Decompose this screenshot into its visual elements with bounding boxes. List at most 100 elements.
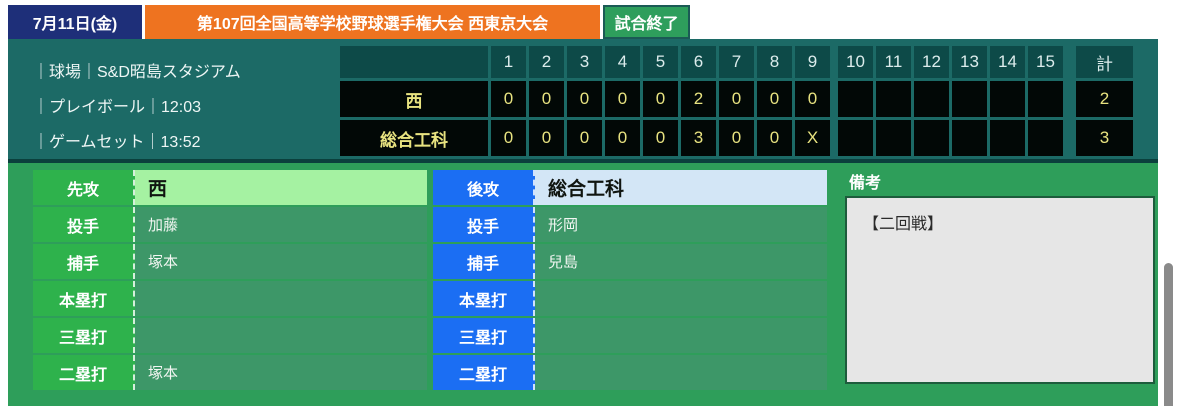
inning-header-cell: 10 (838, 46, 873, 78)
row-label: 投手 (33, 207, 135, 242)
inning-header-cell: 5 (643, 46, 678, 78)
inning-score-cell: 0 (719, 81, 754, 117)
inning-header-cell: 6 (681, 46, 716, 78)
inning-header-cell: 4 (605, 46, 640, 78)
inning-score-cell: 0 (567, 120, 602, 156)
scoreboard-gap (1063, 46, 1073, 78)
inning-scoreboard: 1 2 3 4 5 6 7 8 9 10 11 12 13 14 15 計西 0 0 0 0 0 2 0 0 0 2 総合工科 0 0 0… (340, 46, 1133, 159)
row-label: 本塁打 (33, 281, 135, 316)
inning-score-cell (838, 81, 873, 117)
inning-header-cell: 7 (719, 46, 754, 78)
inning-header-cell: 2 (529, 46, 564, 78)
inning-score-cell (952, 120, 987, 156)
game-info: ｜球場｜S&D昭島スタジアム ｜プレイボール｜12:03 ｜ゲームセット｜13:… (33, 52, 241, 157)
scoreboard-corner-cell (340, 46, 488, 78)
inning-score-cell: 2 (681, 81, 716, 117)
inning-score-cell: 0 (529, 81, 564, 117)
top-bar: 7月11日(金) 第107回全国高等学校野球選手権大会 西東京大会 試合終了 (8, 5, 690, 39)
inning-header-cell: 13 (952, 46, 987, 78)
scrollbar-thumb[interactable] (1164, 263, 1173, 406)
inning-score-cell: 0 (605, 120, 640, 156)
row-value (135, 281, 427, 316)
row-label: 三塁打 (33, 318, 135, 353)
row-label: 三塁打 (433, 318, 535, 353)
table-row: 捕手 塚本 (33, 244, 427, 279)
inning-score-cell: 0 (757, 81, 792, 117)
row-value: 塚本 (135, 355, 427, 390)
table-row: 三塁打 (433, 318, 827, 353)
row-label: 先攻 (33, 170, 135, 205)
scoreboard-gap (1063, 81, 1073, 117)
row-label: 二塁打 (33, 355, 135, 390)
inning-score-cell: 0 (643, 81, 678, 117)
table-row: 捕手 兒島 (433, 244, 827, 279)
team-name-value: 総合工科 (535, 170, 827, 205)
row-value (535, 355, 827, 390)
total-header-cell: 計 (1076, 46, 1133, 78)
row-value: 塚本 (135, 244, 427, 279)
row-label: 捕手 (33, 244, 135, 279)
inning-header-cell: 8 (757, 46, 792, 78)
inning-score-cell: 0 (491, 81, 526, 117)
inning-score-cell (914, 120, 949, 156)
scoreboard-header-row: 1 2 3 4 5 6 7 8 9 10 11 12 13 14 15 計 (340, 46, 1133, 78)
table-row: 本塁打 (433, 281, 827, 316)
inning-header-cell: 12 (914, 46, 949, 78)
inning-score-cell: 0 (529, 120, 564, 156)
total-score-cell: 3 (1076, 120, 1133, 156)
inning-score-cell (952, 81, 987, 117)
playball-time: ｜プレイボール｜12:03 (33, 98, 202, 116)
inning-score-cell (990, 120, 1025, 156)
scoreboard-gap (1063, 120, 1073, 156)
table-row: 二塁打 (433, 355, 827, 390)
inning-score-cell: 0 (491, 120, 526, 156)
row-label: 本塁打 (433, 281, 535, 316)
row-value: 加藤 (135, 207, 427, 242)
inning-score-cell: 0 (567, 81, 602, 117)
inning-header-cell: 11 (876, 46, 911, 78)
table-row: 投手 加藤 (33, 207, 427, 242)
gameset-time: ｜ゲームセット｜13:52 (33, 133, 201, 151)
inning-score-cell: 3 (681, 120, 716, 156)
team-name-cell: 西 (340, 81, 488, 117)
inning-score-cell (876, 81, 911, 117)
inning-score-cell: 0 (757, 120, 792, 156)
row-label: 捕手 (433, 244, 535, 279)
row-value: 兒島 (535, 244, 827, 279)
inning-score-cell: 0 (795, 81, 830, 117)
scoreboard-gap (830, 81, 835, 117)
inning-score-cell: 0 (719, 120, 754, 156)
summary-panel: 先攻西投手 加藤 捕手 塚本 本塁打 三塁打 二塁打 塚本 後攻 総合工科 投手 形岡 捕手 兒島 本塁打… (8, 163, 1158, 406)
remarks-section: 備考 【二回戦】 (845, 166, 1155, 384)
inning-header-cell: 1 (491, 46, 526, 78)
remarks-title: 備考 (849, 175, 882, 192)
stadium-info: ｜球場｜S&D昭島スタジアム (33, 63, 241, 81)
inning-score-cell (990, 81, 1025, 117)
inning-score-cell (1028, 120, 1063, 156)
table-row: 後攻 総合工科 (433, 170, 827, 205)
row-label: 二塁打 (433, 355, 535, 390)
scoreboard-gap (830, 120, 835, 156)
row-value (135, 318, 427, 353)
table-row: 二塁打 塚本 (33, 355, 427, 390)
team-name-cell: 総合工科 (340, 120, 488, 156)
team-summary-right: 後攻 総合工科 投手 形岡 捕手 兒島 本塁打 三塁打 二塁打 (433, 170, 827, 392)
row-label: 後攻 (433, 170, 535, 205)
table-row: 先攻西 (33, 170, 427, 205)
scoreboard-team-row: 総合工科 0 0 0 0 0 3 0 0 X 3 (340, 120, 1133, 156)
inning-score-cell: 0 (605, 81, 640, 117)
score-panel: ｜球場｜S&D昭島スタジアム ｜プレイボール｜12:03 ｜ゲームセット｜13:… (8, 39, 1158, 163)
inning-score-cell (914, 81, 949, 117)
table-row: 投手 形岡 (433, 207, 827, 242)
inning-header-cell: 9 (795, 46, 830, 78)
row-value (535, 281, 827, 316)
game-status-badge: 試合終了 (603, 5, 690, 39)
row-label: 投手 (433, 207, 535, 242)
inning-score-cell: 0 (643, 120, 678, 156)
scoreboard-gap (830, 46, 835, 78)
total-score-cell: 2 (1076, 81, 1133, 117)
inning-header-cell: 14 (990, 46, 1025, 78)
table-row: 本塁打 (33, 281, 427, 316)
